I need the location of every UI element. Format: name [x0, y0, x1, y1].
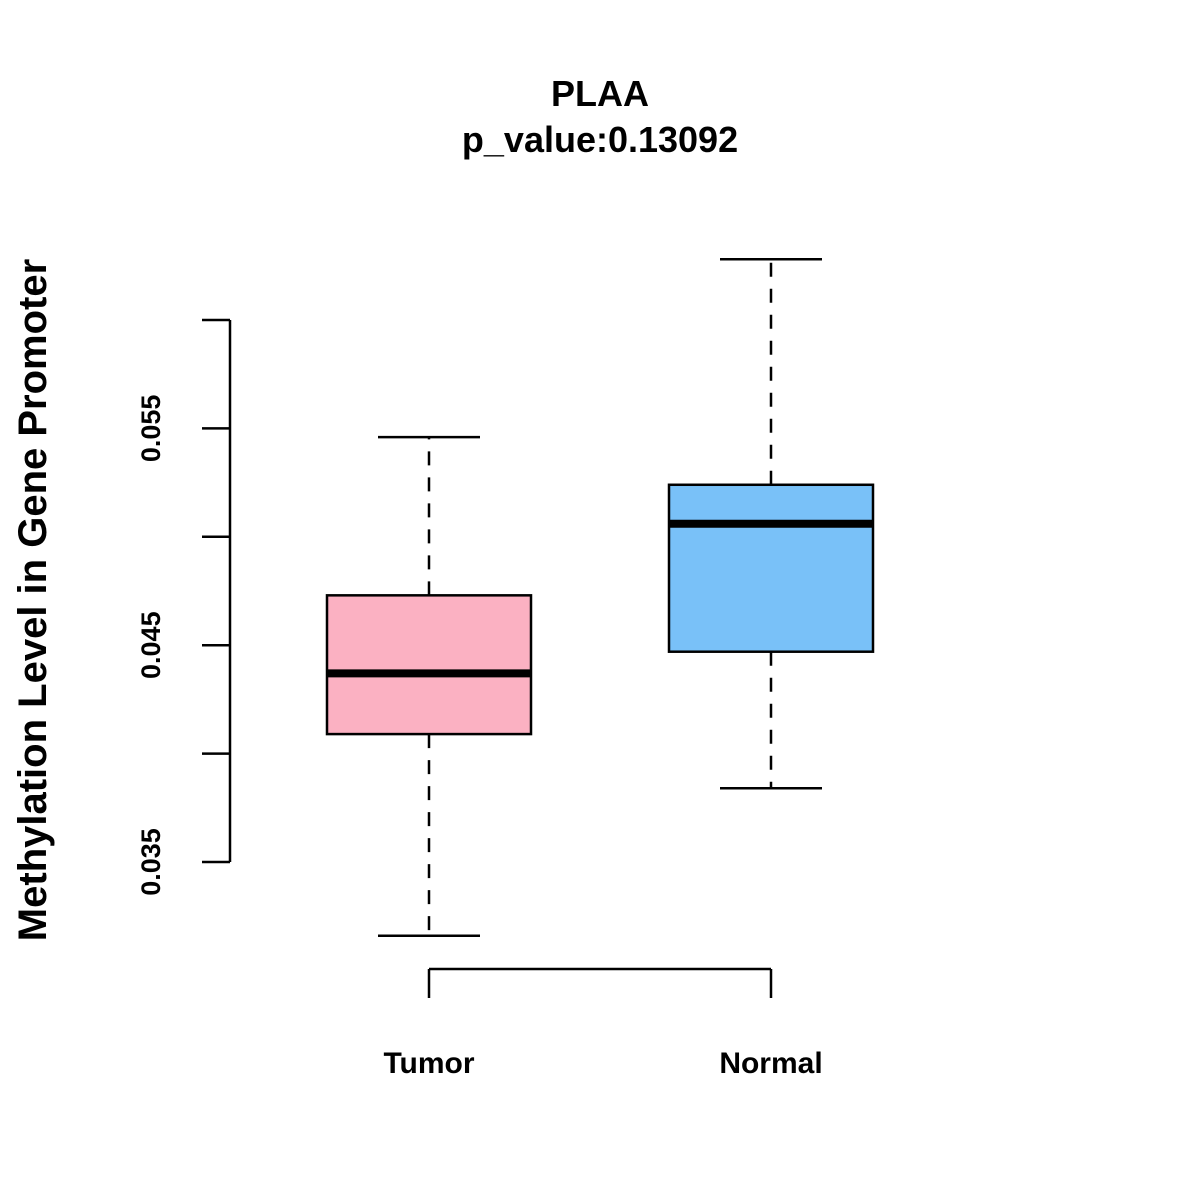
y-axis: 0.035 0.045 0.055 — [136, 318, 232, 896]
chart-title: PLAA — [551, 73, 649, 114]
x-axis: Tumor Normal — [383, 967, 823, 1080]
x-tick-label: Tumor — [383, 1047, 474, 1080]
y-tick-label: 0.045 — [136, 611, 166, 679]
plot-area — [325, 258, 875, 937]
x-tick-label: Normal — [719, 1047, 822, 1080]
iqr-box — [667, 483, 875, 653]
y-axis-label: Methylation Level in Gene Promoter — [11, 259, 55, 941]
iqr-box — [325, 594, 533, 736]
chart-subtitle: p_value:0.13092 — [462, 119, 738, 160]
y-tick-label: 0.035 — [136, 828, 166, 896]
y-tick-label: 0.055 — [136, 395, 166, 463]
box-group-normal — [667, 258, 875, 790]
box-group-tumor — [325, 435, 533, 937]
